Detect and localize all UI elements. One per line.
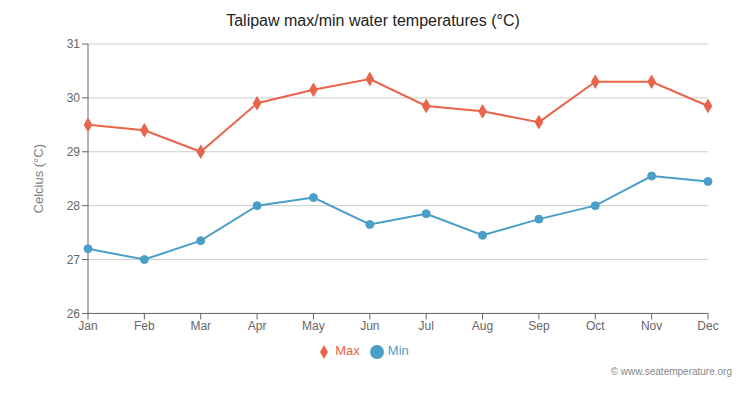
svg-text:Feb: Feb xyxy=(134,319,155,333)
svg-text:Oct: Oct xyxy=(586,319,605,333)
svg-text:26: 26 xyxy=(67,307,81,321)
svg-text:Mar: Mar xyxy=(190,319,211,333)
svg-text:Dec: Dec xyxy=(697,319,718,333)
svg-text:27: 27 xyxy=(67,253,81,267)
svg-text:29: 29 xyxy=(67,145,81,159)
svg-text:Jun: Jun xyxy=(360,319,379,333)
svg-text:Apr: Apr xyxy=(248,319,267,333)
svg-text:28: 28 xyxy=(67,199,81,213)
html-text:Min: Min xyxy=(387,343,409,359)
svg-text:Jan: Jan xyxy=(78,319,97,333)
svg-text:31: 31 xyxy=(67,37,81,51)
svg-text:May: May xyxy=(302,319,325,333)
svg-text:Sep: Sep xyxy=(528,319,550,333)
html-text:Talipaw max/min water temperat: Talipaw max/min water temperatures (°C) xyxy=(226,12,520,29)
svg-text:30: 30 xyxy=(67,91,81,105)
svg-text:Celcius (°C): Celcius (°C) xyxy=(31,144,46,213)
svg-text:Nov: Nov xyxy=(641,319,662,333)
svg-text:Aug: Aug xyxy=(472,319,493,333)
html-text:Max: Max xyxy=(335,343,360,359)
html-text:© www.seatemperature.org: © www.seatemperature.org xyxy=(610,366,732,377)
svg-text:Jul: Jul xyxy=(419,319,434,333)
